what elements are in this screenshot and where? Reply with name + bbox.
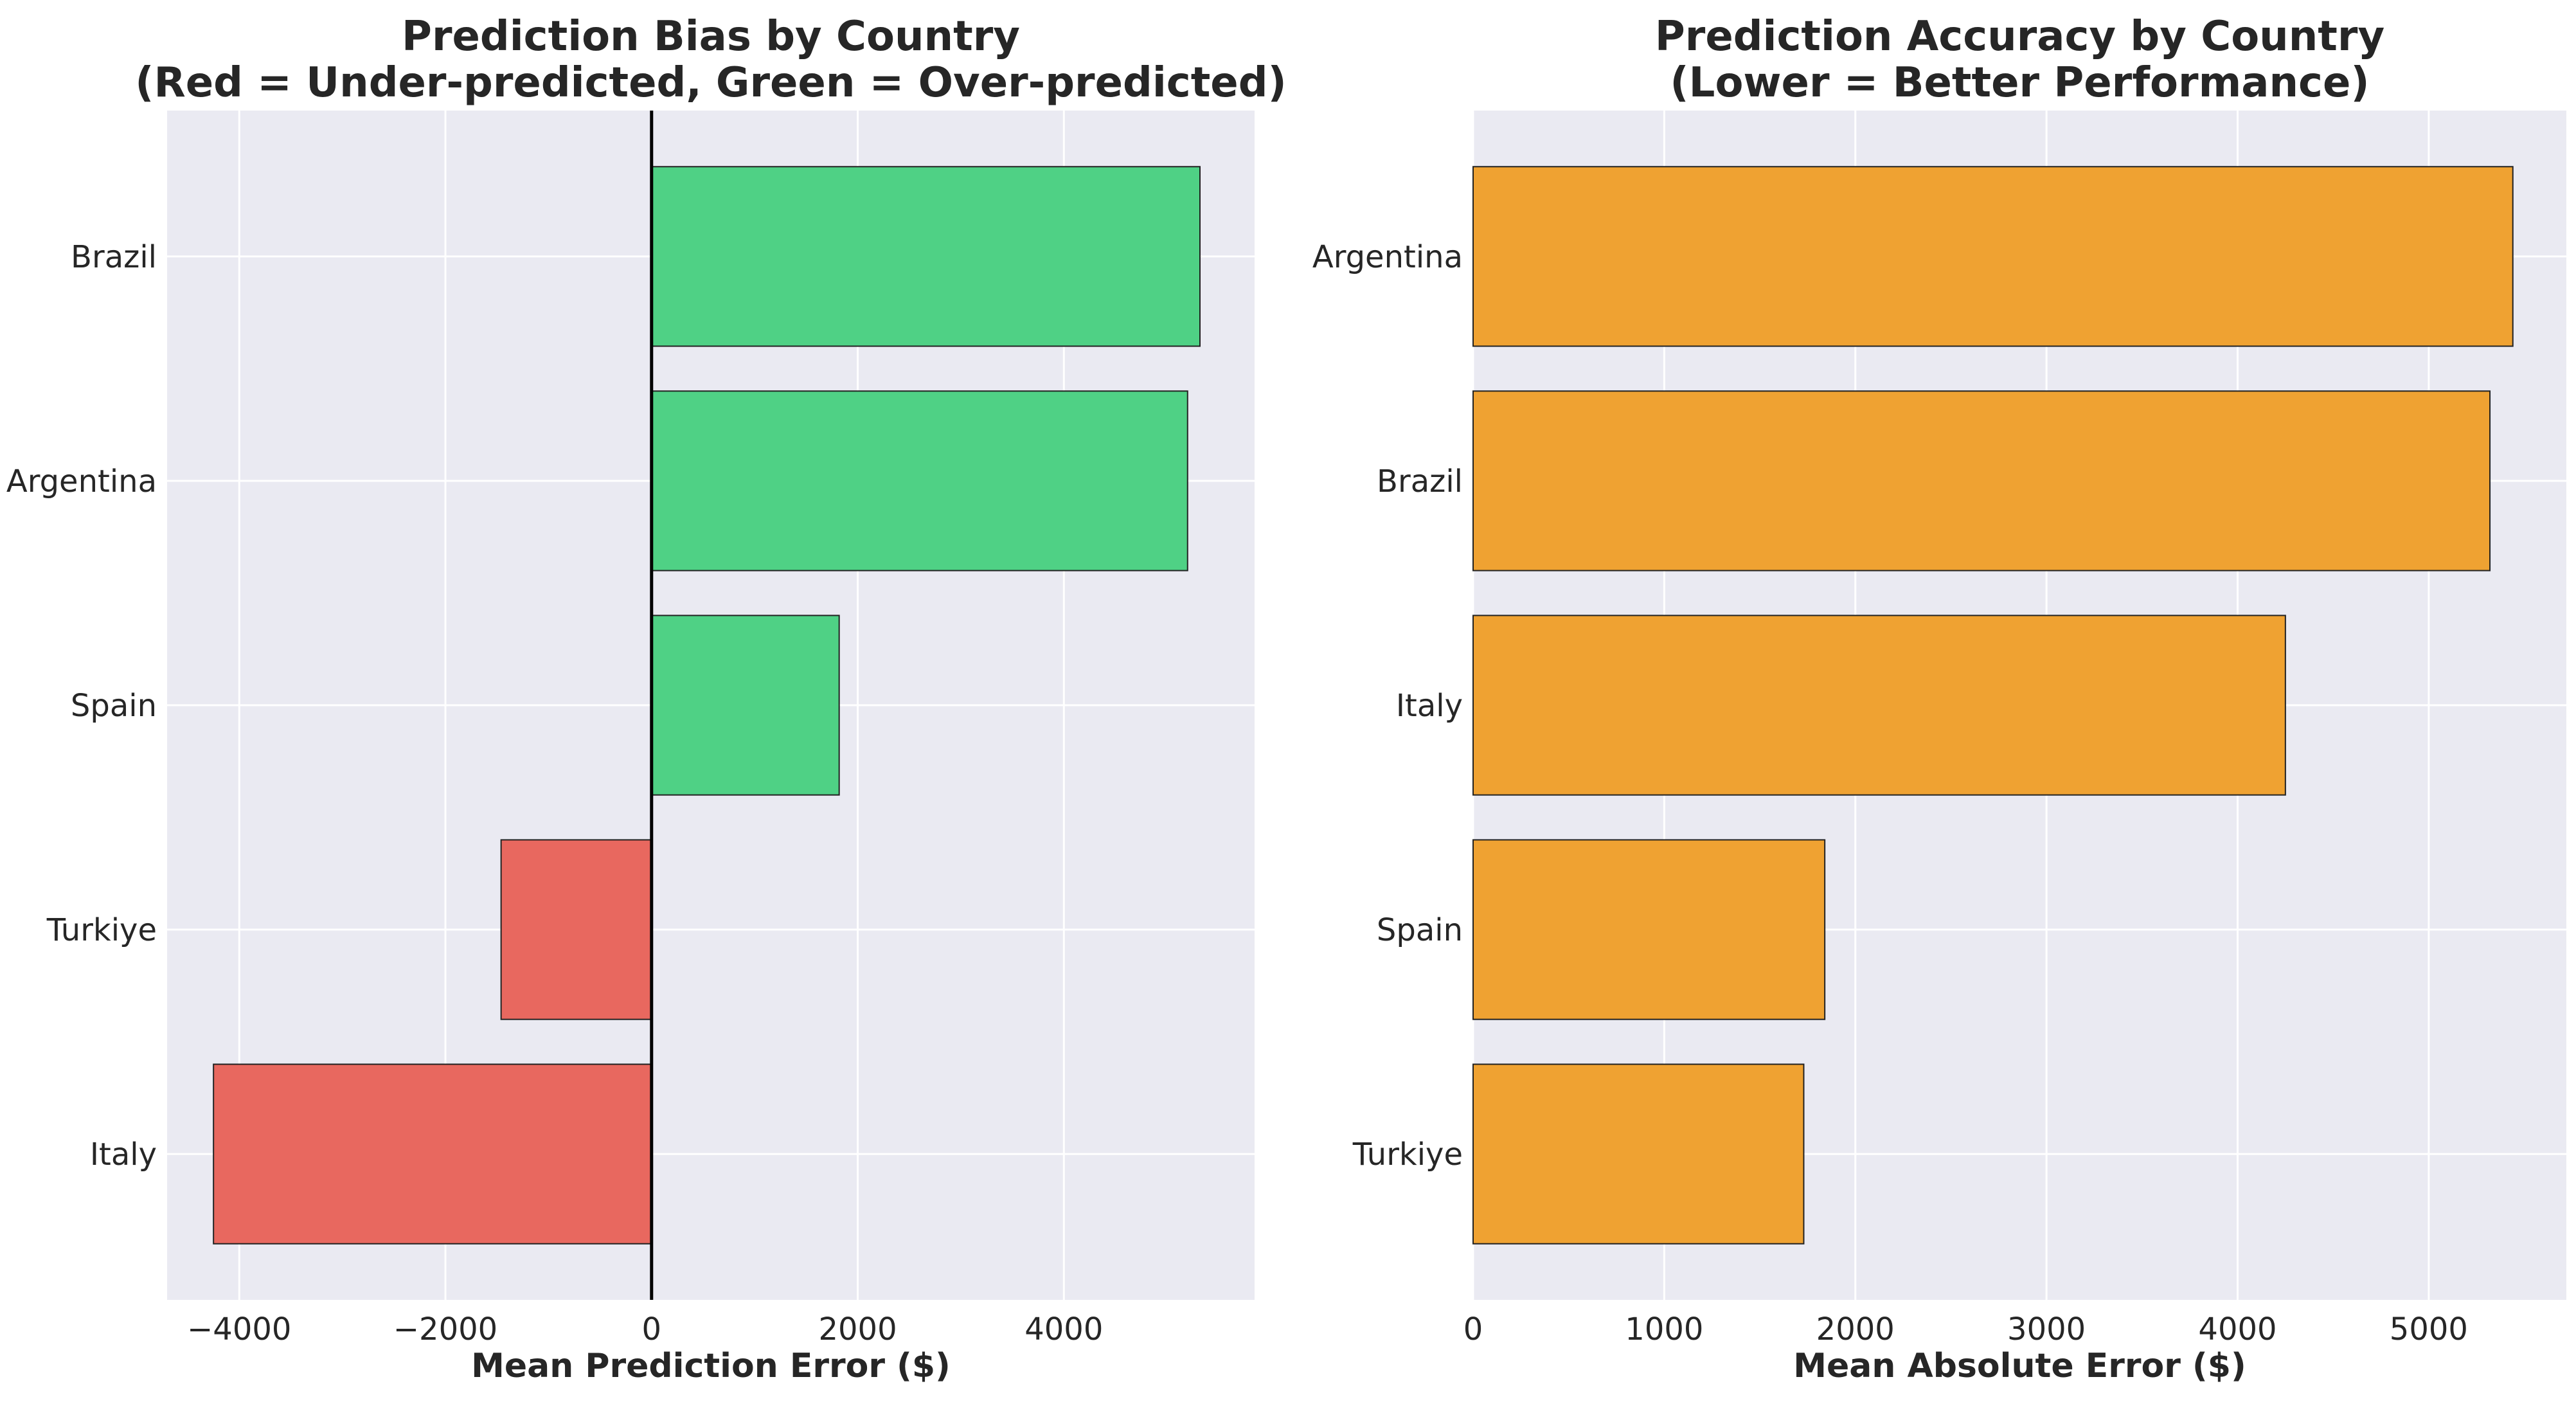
- bar-accuracy-brazil: [1472, 390, 2491, 572]
- y-tick-label-bias-brazil: Brazil: [71, 239, 157, 275]
- y-tick-label-bias-argentina: Argentina: [6, 464, 157, 500]
- x-tick-labels-bias: −4000 −2000 0 2000 4000: [187, 1311, 1103, 1347]
- x-axis-label-bias: Mean Prediction Error ($): [471, 1347, 951, 1385]
- x-tick-label-accuracy-4: 4000: [2198, 1311, 2276, 1347]
- bars-accuracy: [1472, 166, 2514, 1245]
- x-tick-label-accuracy-5: 5000: [2390, 1311, 2468, 1347]
- bar-bias-italy: [213, 1063, 652, 1245]
- chart-title-bias: Prediction Bias by Country: [402, 13, 1020, 60]
- bar-accuracy-argentina: [1472, 166, 2514, 347]
- x-tick-label-bias-2: 0: [642, 1311, 662, 1347]
- y-tick-label-accuracy-italy: Italy: [1396, 688, 1463, 724]
- x-tick-label-accuracy-1: 1000: [1625, 1311, 1703, 1347]
- y-tick-label-accuracy-argentina: Argentina: [1312, 239, 1463, 275]
- bar-bias-turkiye: [500, 839, 652, 1020]
- bar-accuracy-spain: [1472, 839, 1826, 1020]
- bar-bias-argentina: [650, 390, 1188, 572]
- chart-title-accuracy: Prediction Accuracy by Country: [1655, 13, 2384, 60]
- x-tick-label-bias-0: −4000: [187, 1311, 291, 1347]
- y-tick-label-bias-turkiye: Turkiye: [46, 912, 157, 948]
- x-tick-label-bias-3: 2000: [818, 1311, 897, 1347]
- x-tick-label-accuracy-2: 2000: [1816, 1311, 1895, 1347]
- x-tick-label-accuracy-0: 0: [1463, 1311, 1483, 1347]
- prediction-accuracy-chart: Argentina Brazil Italy Spain Turkiye 0 1000 20…: [1312, 13, 2566, 1385]
- y-tick-label-bias-spain: Spain: [71, 688, 157, 724]
- bar-accuracy-italy: [1472, 615, 2286, 796]
- x-tick-label-bias-4: 4000: [1024, 1311, 1103, 1347]
- bar-accuracy-turkiye: [1472, 1063, 1805, 1245]
- x-tick-labels-accuracy: 0 1000 2000 3000 4000 5000: [1463, 1311, 2468, 1347]
- chart-subtitle-bias: (Red = Under-predicted, Green = Over-pre…: [135, 59, 1287, 107]
- bars-bias: [213, 166, 1201, 1245]
- y-tick-labels-accuracy: Argentina Brazil Italy Spain Turkiye: [1312, 239, 1463, 1173]
- prediction-bias-chart: Brazil Argentina Spain Turkiye Italy −4000 −2…: [6, 13, 1287, 1385]
- y-tick-label-accuracy-turkiye: Turkiye: [1352, 1137, 1463, 1173]
- y-tick-label-bias-italy: Italy: [90, 1137, 157, 1173]
- x-tick-label-bias-1: −2000: [393, 1311, 497, 1347]
- y-tick-labels-bias: Brazil Argentina Spain Turkiye Italy: [6, 239, 157, 1173]
- bar-bias-spain: [650, 615, 840, 796]
- chart-subtitle-accuracy: (Lower = Better Performance): [1670, 59, 2369, 107]
- y-tick-label-accuracy-brazil: Brazil: [1377, 464, 1463, 500]
- y-tick-label-accuracy-spain: Spain: [1377, 912, 1463, 948]
- x-tick-label-accuracy-3: 3000: [2007, 1311, 2086, 1347]
- bar-bias-brazil: [650, 166, 1201, 347]
- x-axis-label-accuracy: Mean Absolute Error ($): [1793, 1347, 2246, 1385]
